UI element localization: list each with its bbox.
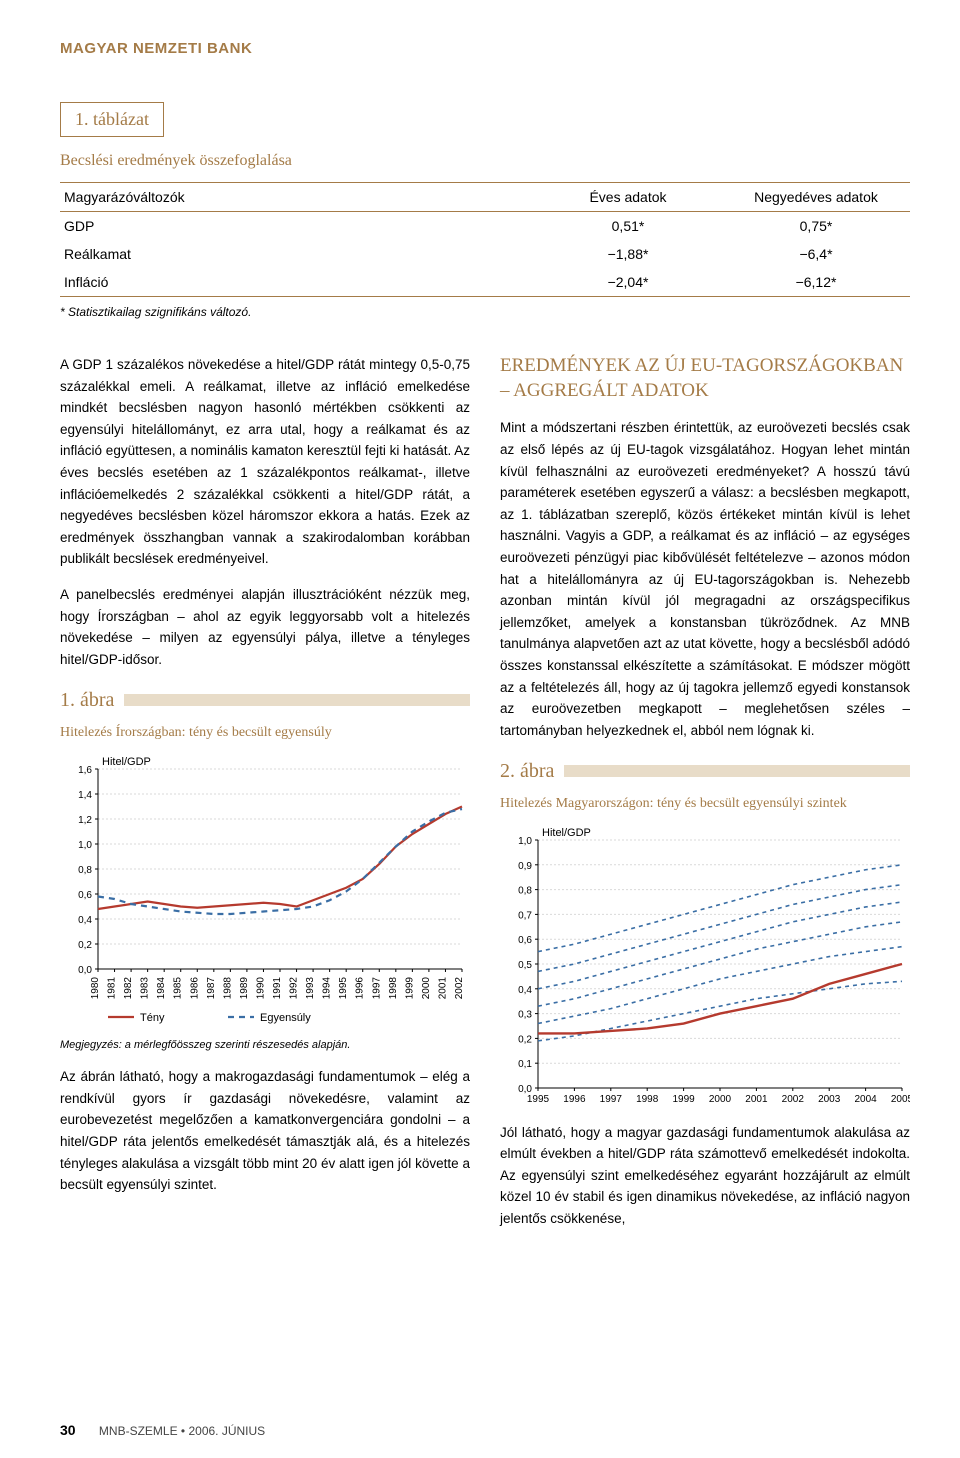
- svg-text:2002: 2002: [454, 976, 465, 999]
- svg-text:1,0: 1,0: [78, 840, 92, 851]
- table-cell: Infláció: [60, 268, 534, 297]
- svg-text:2001: 2001: [745, 1094, 768, 1105]
- svg-text:Egyensúly: Egyensúly: [260, 1012, 311, 1024]
- svg-text:2005: 2005: [891, 1094, 910, 1105]
- svg-text:2000: 2000: [421, 976, 432, 999]
- fig1-title: Hitelezés Írországban: tény és becsült e…: [60, 722, 470, 744]
- right-heading: EREDMÉNYEK AZ ÚJ EU-TAGORSZÁGOKBAN – AGG…: [500, 354, 910, 403]
- svg-text:Tény: Tény: [140, 1012, 165, 1024]
- table-col-2: Negyedéves adatok: [722, 183, 910, 212]
- fig1-note: Megjegyzés: a mérlegfőösszeg szerinti ré…: [60, 1037, 470, 1055]
- svg-text:2002: 2002: [782, 1094, 805, 1105]
- fig2-label: 2. ábra: [500, 755, 554, 787]
- svg-text:0,7: 0,7: [518, 910, 532, 921]
- svg-text:0,6: 0,6: [78, 890, 92, 901]
- table-1: 1. táblázat Becslési eredmények összefog…: [60, 102, 910, 319]
- svg-text:1989: 1989: [239, 976, 250, 999]
- table-footnote: * Statisztikailag szignifikáns változó.: [60, 305, 910, 319]
- svg-text:0,5: 0,5: [518, 960, 532, 971]
- svg-text:2004: 2004: [854, 1094, 877, 1105]
- fig1-bar-icon: [124, 694, 470, 706]
- svg-text:1985: 1985: [173, 976, 184, 999]
- svg-text:1993: 1993: [305, 976, 316, 999]
- svg-text:1987: 1987: [206, 976, 217, 999]
- svg-text:1995: 1995: [338, 976, 349, 999]
- svg-text:1990: 1990: [255, 976, 266, 999]
- svg-text:Hitel/GDP: Hitel/GDP: [542, 827, 591, 839]
- fig2-chart: 0,00,10,20,30,40,50,60,70,80,91,01995199…: [500, 822, 910, 1122]
- svg-text:0,2: 0,2: [518, 1034, 532, 1045]
- svg-text:2003: 2003: [818, 1094, 841, 1105]
- fig1-label: 1. ábra: [60, 684, 114, 716]
- table-cell: 0,51*: [534, 212, 722, 241]
- table-cell: GDP: [60, 212, 534, 241]
- svg-text:1991: 1991: [272, 976, 283, 999]
- svg-text:1999: 1999: [404, 976, 415, 999]
- svg-text:1986: 1986: [189, 976, 200, 999]
- table-col-1: Éves adatok: [534, 183, 722, 212]
- fig2-bar-icon: [564, 765, 910, 777]
- left-p1: A GDP 1 százalékos növekedése a hitel/GD…: [60, 354, 470, 570]
- fig2-title: Hitelezés Magyarországon: tény és becsül…: [500, 793, 910, 815]
- table-col-0: Magyarázóváltozók: [60, 183, 534, 212]
- svg-text:1983: 1983: [140, 976, 151, 999]
- svg-text:1,0: 1,0: [518, 836, 532, 847]
- left-p2: A panelbecslés eredményei alapján illusz…: [60, 584, 470, 670]
- svg-text:0,8: 0,8: [518, 885, 532, 896]
- right-p1: Mint a módszertani részben érintettük, a…: [500, 417, 910, 741]
- svg-text:1982: 1982: [123, 976, 134, 999]
- svg-text:0,0: 0,0: [78, 965, 92, 976]
- svg-text:1988: 1988: [222, 976, 233, 999]
- table-cell: −1,88*: [534, 240, 722, 268]
- table-cell: −6,4*: [722, 240, 910, 268]
- fig2-label-row: 2. ábra: [500, 755, 910, 787]
- header-title: MAGYAR NEMZETI BANK: [60, 40, 910, 57]
- svg-text:1980: 1980: [90, 976, 101, 999]
- svg-text:1998: 1998: [636, 1094, 659, 1105]
- table-cell: Reálkamat: [60, 240, 534, 268]
- svg-text:0,8: 0,8: [78, 865, 92, 876]
- svg-text:1984: 1984: [156, 976, 167, 999]
- svg-text:1995: 1995: [527, 1094, 550, 1105]
- svg-text:1,2: 1,2: [78, 815, 92, 826]
- table-cell: −2,04*: [534, 268, 722, 297]
- svg-text:1998: 1998: [388, 976, 399, 999]
- svg-text:1,4: 1,4: [78, 790, 92, 801]
- svg-text:0,4: 0,4: [78, 915, 92, 926]
- svg-text:1981: 1981: [107, 976, 118, 999]
- svg-text:1994: 1994: [322, 976, 333, 999]
- left-column: A GDP 1 százalékos növekedése a hitel/GD…: [60, 354, 470, 1244]
- fig1-label-row: 1. ábra: [60, 684, 470, 716]
- table-cell: 0,75*: [722, 212, 910, 241]
- table-cell: −6,12*: [722, 268, 910, 297]
- svg-text:Hitel/GDP: Hitel/GDP: [102, 756, 151, 768]
- page-number: 30: [60, 1422, 76, 1438]
- fig1-chart: 0,0 0,2 0,4 0,6 0,8 1,0 1,2 1,4 1,6 1980 1981 1982 1…: [60, 751, 470, 1031]
- svg-text:0,4: 0,4: [518, 984, 532, 995]
- svg-text:0,2: 0,2: [78, 940, 92, 951]
- right-column: EREDMÉNYEK AZ ÚJ EU-TAGORSZÁGOKBAN – AGG…: [500, 354, 910, 1244]
- right-p2: Jól látható, hogy a magyar gazdasági fun…: [500, 1122, 910, 1230]
- svg-text:0,1: 0,1: [518, 1059, 532, 1070]
- table-caption: 1. táblázat: [75, 109, 149, 129]
- svg-text:1997: 1997: [371, 976, 382, 999]
- svg-text:1992: 1992: [289, 976, 300, 999]
- svg-text:1997: 1997: [600, 1094, 623, 1105]
- page-footer: 30 MNB-SZEMLE • 2006. JÚNIUS: [60, 1422, 265, 1438]
- table-subtitle: Becslési eredmények összefoglalása: [60, 152, 910, 170]
- svg-text:1999: 1999: [672, 1094, 695, 1105]
- footer-text: MNB-SZEMLE • 2006. JÚNIUS: [99, 1424, 265, 1438]
- svg-text:0,3: 0,3: [518, 1009, 532, 1020]
- svg-text:0,6: 0,6: [518, 935, 532, 946]
- two-column-body: A GDP 1 százalékos növekedése a hitel/GD…: [60, 354, 910, 1244]
- left-p3: Az ábrán látható, hogy a makrogazdasági …: [60, 1066, 470, 1196]
- svg-text:1996: 1996: [563, 1094, 586, 1105]
- svg-text:1,6: 1,6: [78, 765, 92, 776]
- table-caption-box: 1. táblázat: [60, 102, 164, 137]
- svg-text:1996: 1996: [355, 976, 366, 999]
- svg-text:2001: 2001: [437, 976, 448, 999]
- svg-text:0,9: 0,9: [518, 860, 532, 871]
- estimates-table: Magyarázóváltozók Éves adatok Negyedéves…: [60, 182, 910, 297]
- svg-text:2000: 2000: [709, 1094, 732, 1105]
